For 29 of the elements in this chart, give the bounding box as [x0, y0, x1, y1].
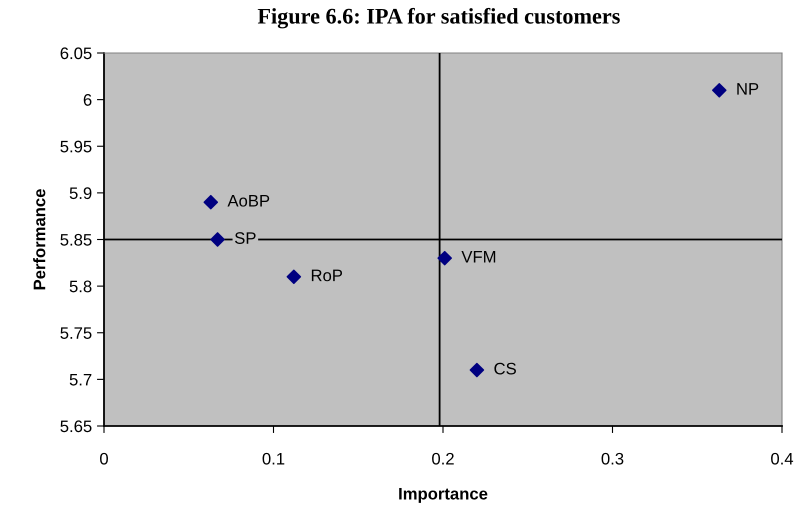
y-tick-label: 6.05 — [60, 47, 92, 60]
y-tick-label: 6 — [84, 94, 92, 106]
x-tick-label: 0.3 — [602, 452, 624, 465]
y-tick-label: 5.9 — [70, 187, 92, 200]
annotation: RoP — [312, 270, 342, 282]
x-tick-label: 0.1 — [262, 452, 284, 465]
point — [286, 270, 302, 284]
annotation: CS — [494, 362, 516, 375]
y-tick-label: 5.8 — [70, 280, 92, 292]
point — [204, 194, 218, 210]
y-axis-title: Performance — [33, 189, 46, 290]
y-tick-label: 5.65 — [60, 420, 92, 432]
x-tick-label: 0.2 — [432, 452, 454, 465]
point — [437, 250, 452, 266]
annotation: AoBP — [227, 195, 270, 207]
x-tick-label: 0.4 — [771, 452, 794, 465]
annotation: VFM — [461, 250, 496, 262]
x-tick-label: 0 — [100, 452, 108, 465]
point — [470, 362, 484, 378]
y-tick-label: 5.95 — [60, 140, 92, 152]
point — [712, 83, 727, 98]
annotation: NP — [737, 83, 758, 95]
annotation: SP — [234, 232, 256, 244]
chart-title: Figure 6.6: IPA for satisfied customers — [258, 8, 620, 28]
y-tick-label: 5.75 — [60, 327, 92, 339]
y-tick-label: 5.7 — [70, 374, 92, 386]
point — [210, 232, 225, 247]
x-axis-title: Importance — [399, 488, 488, 503]
y-tick-label: 5.85 — [60, 234, 92, 246]
